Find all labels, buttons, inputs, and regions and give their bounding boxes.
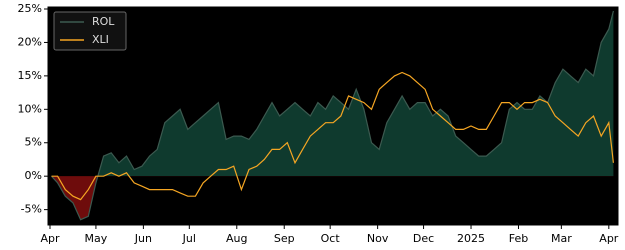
plot-frame (47, 6, 619, 226)
line (51, 71, 614, 201)
y-tick-label: 25% (18, 2, 42, 15)
x-tick-label: Nov (367, 232, 389, 245)
area (51, 11, 614, 220)
legend-label: ROL (92, 15, 115, 28)
y-tick-label: 15% (18, 69, 42, 82)
x-tick-label: Feb (509, 232, 528, 245)
legend: ROL XLI (53, 11, 127, 51)
x-tick-label: Mar (551, 232, 572, 245)
x-tick-label: Aug (226, 232, 247, 245)
x-tick-label: Oct (321, 232, 341, 245)
y-tick-label: 5% (25, 136, 42, 149)
x-tick-label: Apr (599, 232, 619, 245)
x-tick-label: Apr (40, 232, 60, 245)
x-tick-label: Dec (413, 232, 434, 245)
y-tick-label: 20% (18, 35, 42, 48)
x-tick-label: 2025 (457, 232, 485, 245)
x-tick-label: Jul (182, 232, 196, 245)
x-tick-label: Sep (274, 232, 295, 245)
y-tick-label: 10% (18, 102, 42, 115)
y-tick-label: 0% (25, 169, 42, 182)
legend-box (53, 11, 127, 51)
y-tick-label: -5% (21, 203, 42, 216)
legend-label: XLI (92, 33, 109, 46)
x-tick-label: May (85, 232, 108, 245)
x-tick-label: Jun (134, 232, 152, 245)
line (51, 10, 614, 221)
